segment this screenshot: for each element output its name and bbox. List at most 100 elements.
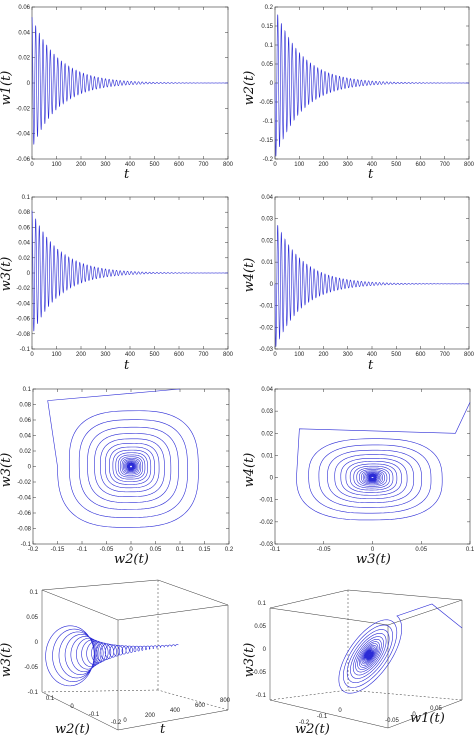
x-tick-label: 0.05 bbox=[415, 547, 427, 553]
z-axis-label: w1(t) bbox=[410, 711, 445, 726]
y-tick-label: -0.03 bbox=[259, 347, 273, 353]
y-tick-label: 0.1 bbox=[23, 387, 32, 393]
y-tick-label: -0.15 bbox=[259, 138, 273, 144]
y-tick-label: 0.1 bbox=[30, 590, 39, 596]
y-tick-label: 0.05 bbox=[254, 624, 266, 630]
w1-tick-label: 0 bbox=[412, 712, 416, 718]
t-tick-label: 600 bbox=[195, 703, 206, 709]
y-tick-label: 0.06 bbox=[18, 5, 30, 11]
y-tick-label: -0.03 bbox=[259, 542, 273, 548]
y-tick-label: 0 bbox=[270, 81, 274, 87]
y-tick-label: -0.05 bbox=[252, 670, 266, 676]
y-axis-label: w3(t) bbox=[0, 257, 14, 292]
chart-phase-w2-w3: -0.2 -0.15 -0.1 -0.05 0 0.05 0.1 0.15 0.2 -0.1 -0.… bbox=[0, 387, 234, 567]
box-edge bbox=[347, 589, 463, 601]
x-tick-label: 200 bbox=[76, 162, 87, 168]
series-spiral-w2-w3 bbox=[47, 388, 199, 528]
x-tick-label: 300 bbox=[343, 352, 354, 358]
chart-3d-w2-w1-w3: -0.1 -0.05 0 0.05 0.1 0 -0.1 -0.2 -0.05 0 0.05 w2(… bbox=[242, 589, 463, 737]
x-tick-label: -0.1 bbox=[270, 547, 281, 553]
t-tick-label: 0 bbox=[123, 718, 127, 724]
x-tick-label: 400 bbox=[125, 352, 136, 358]
tick-group: -0.1 -0.05 0 0.05 0.1 -0.03 -0.02 -0.01 0 0.01 0.0… bbox=[259, 387, 474, 553]
x-tick-label: 500 bbox=[149, 162, 160, 168]
x-axis-label: w2(t) bbox=[295, 722, 330, 737]
y-tick-label: 0.02 bbox=[261, 238, 273, 244]
x-tick-label: 100 bbox=[294, 352, 305, 358]
y-tick-label: 0.01 bbox=[261, 260, 273, 266]
y-tick-label: -0.08 bbox=[17, 527, 31, 533]
x-tick-label: 200 bbox=[76, 352, 87, 358]
y-tick-label: 0.1 bbox=[258, 601, 267, 607]
box-edge bbox=[41, 689, 159, 693]
y-axis-label: w4(t) bbox=[242, 258, 257, 293]
y-tick-label: 0 bbox=[35, 640, 39, 646]
x-tick-label: 600 bbox=[174, 162, 185, 168]
box-edge bbox=[269, 607, 389, 626]
y-tick-label: 0.02 bbox=[261, 431, 273, 437]
x-tick-label: 600 bbox=[174, 352, 185, 358]
y-tick-label: -0.1 bbox=[256, 693, 267, 699]
y-tick-label: -0.2 bbox=[263, 157, 274, 163]
y-tick-label: -0.1 bbox=[21, 542, 32, 548]
series-spiral-w3-w4 bbox=[296, 402, 471, 521]
box-edge bbox=[387, 699, 463, 729]
box-edge bbox=[269, 589, 349, 609]
y-tick-label: -0.04 bbox=[16, 301, 30, 307]
x-axis-label: w2(t) bbox=[55, 722, 90, 737]
x-tick-label: 0 bbox=[70, 704, 74, 710]
x-axis-label: w2(t) bbox=[114, 552, 149, 567]
y-tick-label: 0 bbox=[270, 282, 274, 288]
tick-group: 0 100 200 300 400 500 600 700 800 -0.06 -0.04 -0.02… bbox=[16, 5, 233, 168]
y-tick-label: 0 bbox=[27, 271, 31, 277]
series-line-w3 bbox=[31, 210, 229, 332]
x-tick-label: 100 bbox=[294, 162, 305, 168]
y-tick-label: 0.03 bbox=[261, 409, 273, 415]
y-tick-label: 0.08 bbox=[19, 403, 31, 409]
x-tick-label: 300 bbox=[100, 162, 111, 168]
chart-w1-time: 0 100 200 300 400 500 600 700 800 -0.06 -0.04 -0.02… bbox=[0, 5, 234, 182]
y-tick-label: -0.04 bbox=[16, 132, 30, 138]
y-axis-label: w2(t) bbox=[242, 71, 257, 106]
tick-group: 0 100 200 300 400 500 600 700 800 -0.03 -0.02 -0.01… bbox=[259, 195, 474, 358]
w1-tick-label: -0.05 bbox=[385, 718, 399, 724]
tick-group: -0.2 -0.15 -0.1 -0.05 0 0.05 0.1 0.15 0.2 -0.1 -0.… bbox=[17, 387, 234, 553]
x-tick-label: 0 bbox=[30, 162, 34, 168]
y-axis-label: w3(t) bbox=[0, 643, 14, 678]
x-tick-label: 800 bbox=[464, 162, 474, 168]
box-edge bbox=[41, 691, 119, 731]
chart-phase-w3-w4: -0.1 -0.05 0 0.05 0.1 -0.03 -0.02 -0.01 0 0.01 0.0… bbox=[242, 387, 474, 567]
x-tick-label: -0.1 bbox=[77, 547, 88, 553]
x-tick-label: 0 bbox=[371, 547, 375, 553]
x-tick-label: 400 bbox=[125, 162, 136, 168]
x-tick-label: 400 bbox=[367, 352, 378, 358]
x-tick-label: 700 bbox=[198, 352, 209, 358]
chart-w3-time: 0 100 200 300 400 500 600 700 800 -0.1 -0.08 -0.06 -… bbox=[0, 195, 234, 373]
tick-group: -0.1 -0.05 0 0.05 0.1 0 -0.1 -0.2 -0.05 0 0.05 bbox=[252, 601, 442, 726]
x-tick-label: 200 bbox=[318, 352, 329, 358]
y-tick-label: -0.1 bbox=[28, 690, 39, 696]
y-tick-label: 0.06 bbox=[18, 225, 30, 231]
tick-group: 0 100 200 300 400 500 600 700 800 -0.1 -0.08 -0.06 -… bbox=[16, 195, 233, 358]
y-tick-label: 0.02 bbox=[18, 256, 30, 262]
x-tick-label: 0.05 bbox=[150, 547, 162, 553]
y-axis-label: w1(t) bbox=[0, 71, 14, 106]
x-tick-label: 200 bbox=[318, 162, 329, 168]
y-tick-label: 0 bbox=[263, 647, 267, 653]
y-tick-label: 0.03 bbox=[261, 217, 273, 223]
y-tick-label: 0.04 bbox=[261, 195, 273, 201]
y-tick-label: -0.02 bbox=[259, 325, 273, 331]
y-tick-label: 0.1 bbox=[265, 43, 274, 49]
x-tick-label: 300 bbox=[100, 352, 111, 358]
x-tick-label: 500 bbox=[391, 162, 402, 168]
y-tick-label: -0.02 bbox=[16, 106, 30, 112]
y-tick-label: -0.05 bbox=[259, 100, 273, 106]
y-tick-label: -0.08 bbox=[16, 332, 30, 338]
y-tick-label: 0.04 bbox=[19, 434, 31, 440]
x-tick-label: 0 bbox=[273, 352, 277, 358]
x-tick-label: 100 bbox=[51, 162, 62, 168]
x-axis-label: t bbox=[124, 167, 130, 182]
